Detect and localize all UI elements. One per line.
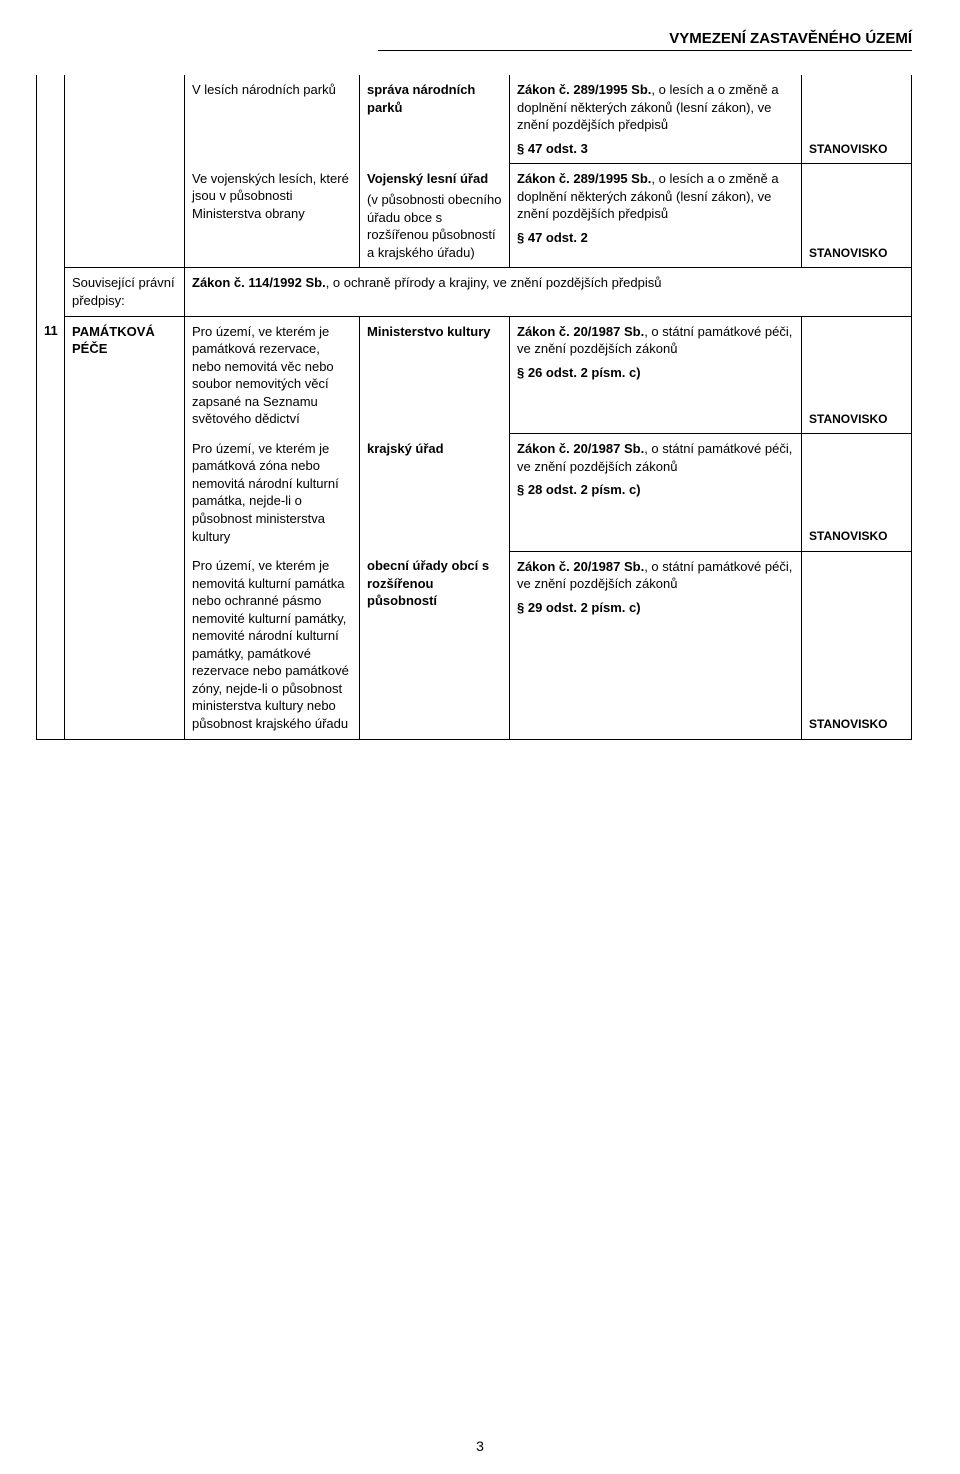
law-para: § 47 odst. 2 [517, 229, 794, 247]
outcome-text: STANOVISKO [809, 529, 887, 543]
page-number: 3 [476, 1438, 484, 1454]
cell-related-label: Související právní předpisy: [65, 268, 185, 316]
condition-text: Ve vojenských lesích, které jsou v působ… [192, 171, 349, 221]
outcome-text: STANOVISKO [809, 412, 887, 426]
law-para: § 29 odst. 2 písm. c) [517, 599, 794, 617]
category-label: PAMÁTKOVÁ PÉČE [72, 324, 155, 357]
cell-related-law: Zákon č. 114/1992 Sb., o ochraně přírody… [185, 268, 912, 316]
cell-authority: Vojenský lesní úřad (v působnosti obecní… [360, 164, 510, 268]
law-bold: Zákon č. 20/1987 Sb. [517, 559, 644, 574]
law-bold: Zákon č. 289/1995 Sb. [517, 82, 651, 97]
cell-law: Zákon č. 289/1995 Sb., o lesích a o změn… [510, 75, 802, 164]
law-para: § 28 odst. 2 písm. c) [517, 481, 794, 499]
cell-outcome: STANOVISKO [802, 316, 912, 434]
cell-outcome: STANOVISKO [802, 434, 912, 551]
law-bold: Zákon č. 20/1987 Sb. [517, 441, 644, 456]
outcome-text: STANOVISKO [809, 142, 887, 156]
condition-text: V lesích národních parků [192, 82, 336, 97]
cell-authority: krajský úřad [360, 434, 510, 551]
page: VYMEZENÍ ZASTAVĚNÉHO ÚZEMÍ 11 V lesích n… [0, 0, 960, 1474]
cell-authority: Ministerstvo kultury [360, 316, 510, 434]
outcome-text: STANOVISKO [809, 717, 887, 731]
table-row: PAMÁTKOVÁ PÉČE Pro území, ve kterém je p… [37, 316, 912, 434]
law-bold: Zákon č. 289/1995 Sb. [517, 171, 651, 186]
authority-extra: (v působnosti obecního úřadu obce s rozš… [367, 191, 502, 261]
law-para: § 47 odst. 3 [517, 140, 794, 158]
cell-law: Zákon č. 20/1987 Sb., o státní památkové… [510, 434, 802, 551]
condition-text: Pro území, ve kterém je nemovitá kulturn… [192, 558, 349, 731]
cell-outcome: STANOVISKO [802, 164, 912, 268]
condition-text: Pro území, ve kterém je památková zóna n… [192, 441, 339, 544]
cell-law: Zákon č. 20/1987 Sb., o státní památkové… [510, 551, 802, 739]
outcome-text: STANOVISKO [809, 246, 887, 260]
authority-bold: Vojenský lesní úřad [367, 170, 502, 188]
authority-bold: správa národních parků [367, 81, 502, 116]
cell-law: Zákon č. 289/1995 Sb., o lesích a o změn… [510, 164, 802, 268]
header-rule [378, 50, 912, 51]
cell-condition: Pro území, ve kterém je nemovitá kulturn… [185, 551, 360, 739]
main-table: 11 V lesích národních parků správa národ… [36, 75, 912, 740]
cell-number: 11 [37, 75, 65, 739]
related-label: Související právní předpisy: [72, 275, 175, 308]
cell-condition: Ve vojenských lesích, které jsou v působ… [185, 164, 360, 268]
cell-law: Zákon č. 20/1987 Sb., o státní památkové… [510, 316, 802, 434]
table-row-related: Související právní předpisy: Zákon č. 11… [37, 268, 912, 316]
section-number: 11 [44, 322, 57, 340]
law-para: § 26 odst. 2 písm. c) [517, 364, 794, 382]
cell-condition: Pro území, ve kterém je památková rezerv… [185, 316, 360, 434]
cell-category [65, 75, 185, 268]
authority-bold: Ministerstvo kultury [367, 323, 502, 341]
related-law-bold: Zákon č. 114/1992 Sb. [192, 275, 326, 290]
cell-outcome: STANOVISKO [802, 551, 912, 739]
condition-text: Pro území, ve kterém je památková rezerv… [192, 324, 334, 427]
cell-condition: Pro území, ve kterém je památková zóna n… [185, 434, 360, 551]
authority-bold: krajský úřad [367, 440, 502, 458]
table-row: 11 V lesích národních parků správa národ… [37, 75, 912, 164]
cell-authority: obecní úřady obcí s rozšířenou působnost… [360, 551, 510, 739]
cell-condition: V lesích národních parků [185, 75, 360, 164]
authority-bold: obecní úřady obcí s rozšířenou působnost… [367, 557, 502, 610]
law-bold: Zákon č. 20/1987 Sb. [517, 324, 644, 339]
cell-outcome: STANOVISKO [802, 75, 912, 164]
header-title: VYMEZENÍ ZASTAVĚNÉHO ÚZEMÍ [669, 30, 912, 47]
cell-category-11: PAMÁTKOVÁ PÉČE [65, 316, 185, 739]
related-law-text: , o ochraně přírody a krajiny, ve znění … [326, 275, 662, 290]
cell-authority: správa národních parků [360, 75, 510, 164]
